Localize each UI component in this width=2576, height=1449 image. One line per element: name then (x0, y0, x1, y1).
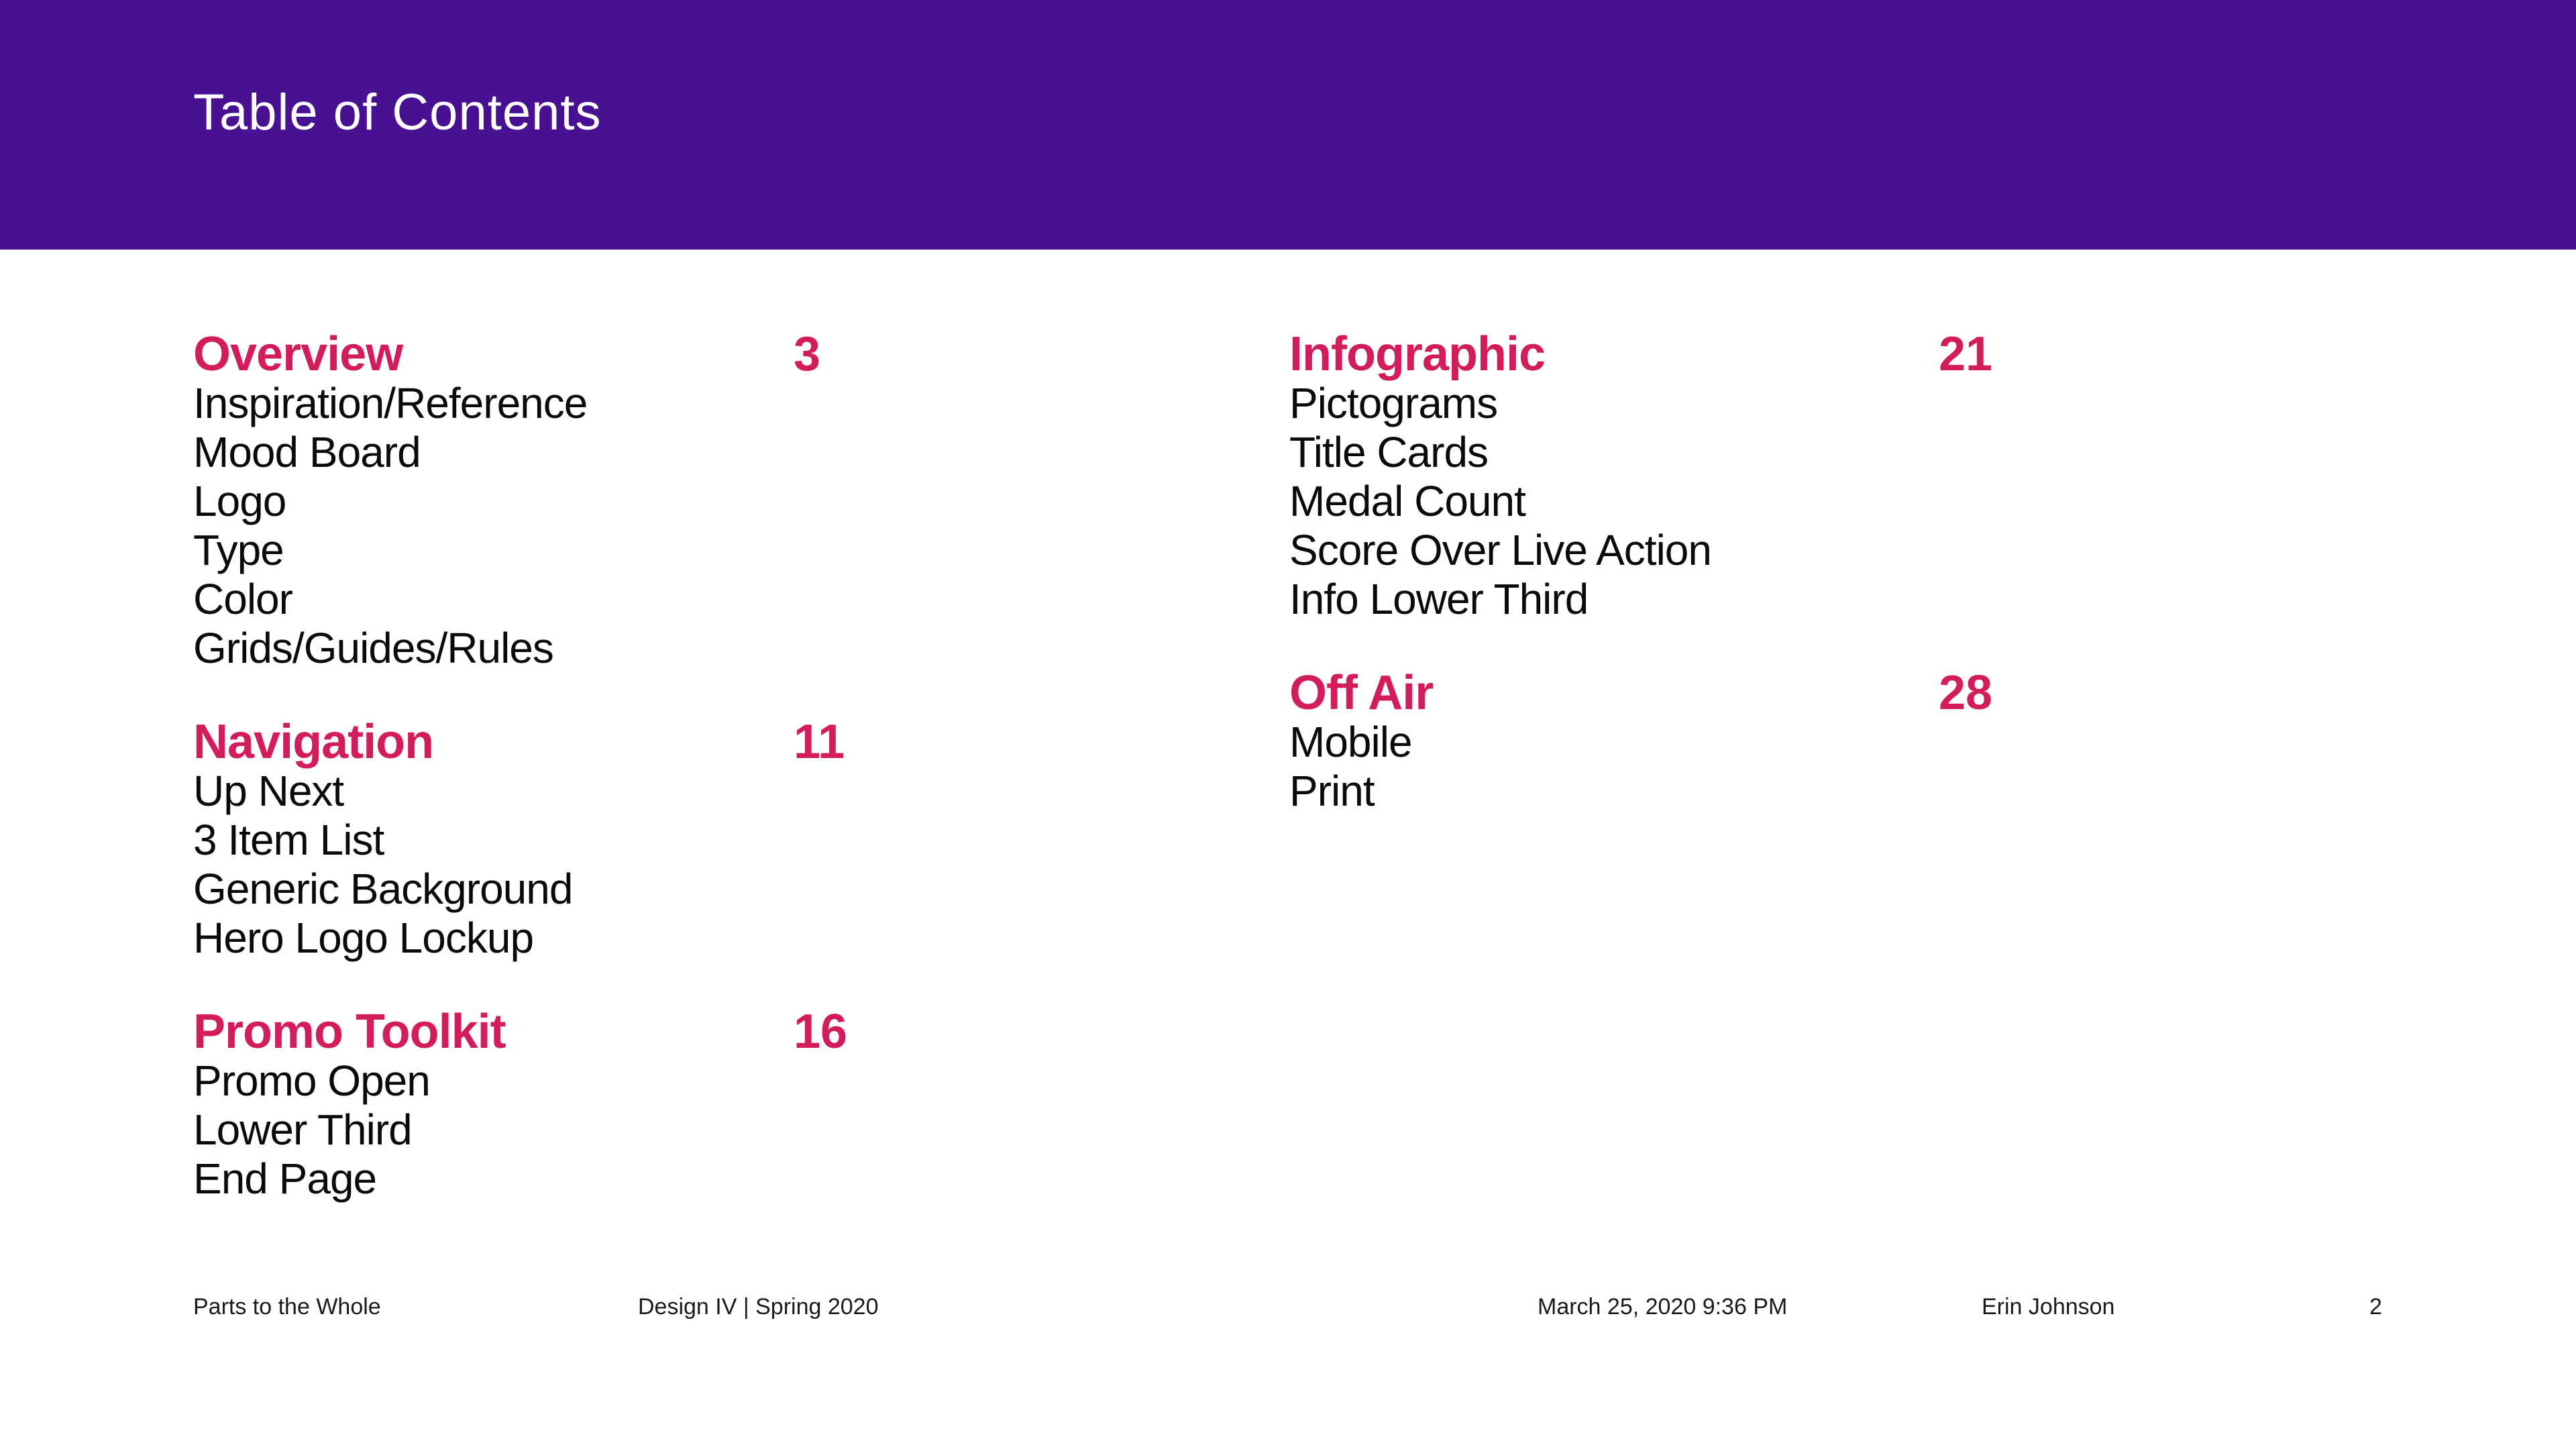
toc-item: Hero Logo Lockup (193, 914, 534, 962)
toc-item: Generic Background (193, 865, 573, 913)
toc-item: Mood Board (193, 428, 421, 476)
toc-item: 3 Item List (193, 816, 384, 864)
footer-course: Design IV | Spring 2020 (638, 1294, 879, 1320)
toc-item: Promo Open (193, 1057, 431, 1105)
section-header: Navigation 11 (193, 718, 1240, 767)
section-page-number: 28 (1939, 666, 1993, 720)
section-header: Infographic 21 (1289, 330, 2336, 379)
toc-item: Medal Count (1289, 477, 1526, 525)
toc-item: Logo (193, 477, 286, 525)
section-page-number: 16 (794, 1005, 848, 1059)
toc-item: End Page (193, 1155, 377, 1203)
footer-author: Erin Johnson (1982, 1294, 2115, 1320)
toc-item: Pictograms (1289, 379, 1498, 427)
toc-item: Title Cards (1289, 428, 1489, 476)
section-title: Off Air (1289, 666, 1434, 720)
toc-item: Type (193, 526, 284, 574)
toc-item: Mobile (1289, 718, 1413, 766)
section-page-number: 11 (794, 715, 845, 769)
header-band: Table of Contents (0, 0, 2576, 250)
toc-item: Score Over Live Action (1289, 526, 1712, 574)
toc-item: Up Next (193, 767, 344, 815)
section-title: Navigation (193, 715, 434, 769)
toc-section-navigation: Navigation 11 Up Next 3 Item List Generi… (193, 718, 1240, 963)
section-title: Promo Toolkit (193, 1005, 506, 1059)
page-title: Table of Contents (193, 84, 602, 141)
toc-item: Inspiration/Reference (193, 379, 588, 427)
toc-item: Print (1289, 767, 1375, 815)
footer-timestamp: March 25, 2020 9:36 PM (1538, 1294, 1788, 1320)
section-header: Off Air 28 (1289, 669, 2336, 718)
footer: Parts to the Whole Design IV | Spring 20… (0, 1293, 2576, 1323)
toc-column-left: Overview 3 Inspiration/Reference Mood Bo… (193, 330, 1240, 1203)
footer-project-title: Parts to the Whole (193, 1294, 381, 1320)
toc-item: Color (193, 575, 293, 623)
section-header: Promo Toolkit 16 (193, 1008, 1240, 1057)
section-title: Overview (193, 327, 403, 381)
toc-item: Grids/Guides/Rules (193, 624, 554, 672)
section-page-number: 3 (794, 327, 821, 381)
footer-page-number: 2 (2369, 1294, 2382, 1320)
section-title: Infographic (1289, 327, 1546, 381)
toc-column-right: Infographic 21 Pictograms Title Cards Me… (1289, 330, 2336, 816)
toc-section-overview: Overview 3 Inspiration/Reference Mood Bo… (193, 330, 1240, 673)
toc-section-infographic: Infographic 21 Pictograms Title Cards Me… (1289, 330, 2336, 624)
toc-section-promo-toolkit: Promo Toolkit 16 Promo Open Lower Third … (193, 1008, 1240, 1203)
section-header: Overview 3 (193, 330, 1240, 379)
toc-item: Info Lower Third (1289, 575, 1589, 623)
toc-section-off-air: Off Air 28 Mobile Print (1289, 669, 2336, 816)
toc-item: Lower Third (193, 1106, 413, 1154)
section-page-number: 21 (1939, 327, 1993, 381)
